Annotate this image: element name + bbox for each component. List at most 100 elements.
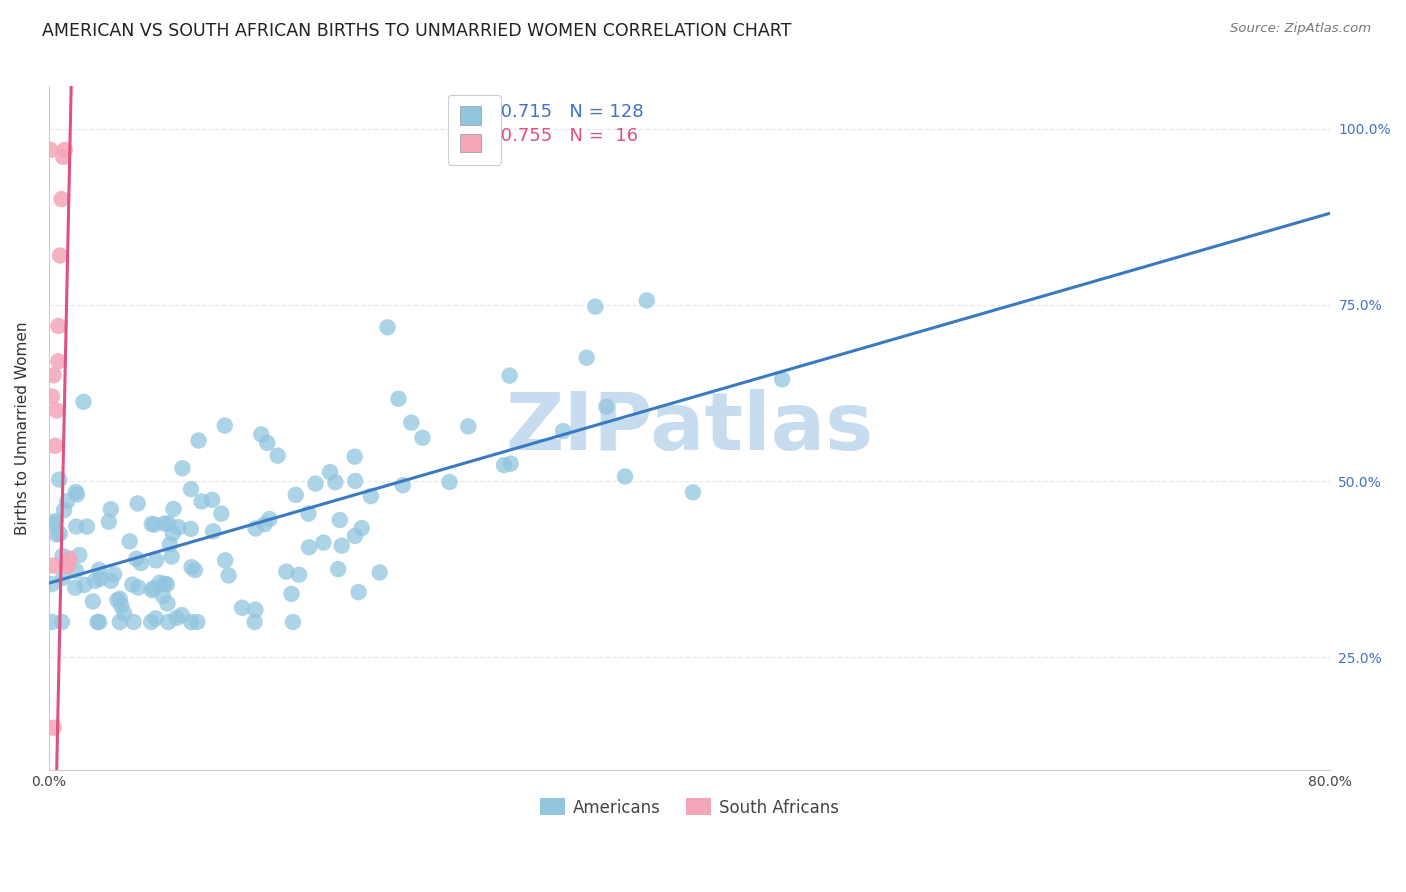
Point (186, 615, 208, 629)
Point (201, 492, 224, 507)
Point (280, 587, 302, 601)
Point (82, 594, 104, 608)
Text: AMERICAN VS SOUTH AFRICAN BIRTHS TO UNMARRIED WOMEN CORRELATION CHART: AMERICAN VS SOUTH AFRICAN BIRTHS TO UNMA… (42, 22, 792, 40)
Point (41, 615, 63, 629)
Point (347, 585, 370, 599)
Point (180, 482, 202, 496)
Point (344, 474, 367, 488)
Point (118, 534, 141, 549)
Point (127, 496, 149, 510)
Point (439, 475, 461, 489)
Point (41, 389, 63, 403)
Point (51, 192, 73, 206)
Point (281, 615, 304, 629)
Point (152, 589, 174, 603)
Point (103, 567, 125, 582)
Text: Source: ZipAtlas.com: Source: ZipAtlas.com (1230, 22, 1371, 36)
Point (412, 431, 434, 445)
Point (231, 600, 253, 615)
Point (614, 469, 637, 483)
Point (276, 565, 298, 579)
Point (636, 293, 658, 308)
Point (319, 465, 342, 479)
Point (67, 548, 90, 562)
Point (214, 418, 236, 433)
Point (63, 581, 86, 595)
Point (457, 419, 479, 434)
Point (329, 513, 352, 527)
Point (330, 539, 353, 553)
Point (83, 574, 105, 588)
Point (153, 516, 176, 531)
Point (682, 485, 704, 500)
Point (51, 615, 73, 629)
Point (387, 392, 409, 406)
Point (190, 494, 212, 508)
Point (157, 615, 180, 629)
Point (89, 572, 111, 586)
Point (141, 582, 163, 597)
Point (153, 577, 176, 591)
Point (187, 434, 209, 448)
Point (107, 593, 129, 607)
Point (284, 488, 307, 502)
Point (108, 615, 131, 629)
Point (499, 457, 522, 471)
Point (110, 599, 132, 613)
Point (245, 603, 267, 617)
Point (167, 520, 190, 534)
Point (595, 400, 617, 414)
Point (156, 577, 179, 591)
Point (253, 517, 276, 532)
Point (214, 553, 236, 567)
Point (45, 527, 67, 541)
Point (129, 556, 152, 570)
Text: R =  0.755   N =  16: R = 0.755 N = 16 (456, 127, 638, 145)
Legend: Americans, South Africans: Americans, South Africans (533, 792, 846, 823)
Point (159, 537, 181, 551)
Point (288, 567, 311, 582)
Point (65, 485, 87, 500)
Point (256, 436, 278, 450)
Point (377, 320, 399, 334)
Point (245, 521, 267, 535)
Point (149, 575, 172, 590)
Point (267, 449, 290, 463)
Point (343, 450, 366, 464)
Point (494, 458, 516, 472)
Point (243, 615, 266, 629)
Point (48, 473, 70, 487)
Point (97, 515, 120, 529)
Point (53, 143, 76, 157)
Point (575, 351, 598, 365)
Point (770, 372, 793, 386)
Point (121, 577, 143, 591)
Point (122, 615, 145, 629)
Point (145, 611, 167, 625)
Point (145, 553, 167, 567)
Point (42, 721, 65, 735)
Point (297, 507, 319, 521)
Point (142, 582, 165, 596)
Point (156, 596, 179, 610)
Point (49, 248, 72, 262)
Point (65, 564, 87, 578)
Point (100, 574, 122, 588)
Point (218, 568, 240, 582)
Point (162, 526, 184, 541)
Text: R =  0.715   N = 128: R = 0.715 N = 128 (456, 103, 644, 121)
Point (360, 489, 382, 503)
Point (52, 571, 75, 585)
Point (66, 487, 89, 501)
Point (209, 507, 232, 521)
Point (343, 529, 366, 543)
Point (298, 541, 321, 555)
Point (304, 476, 326, 491)
Point (52, 150, 75, 164)
Point (250, 427, 273, 442)
Point (180, 615, 202, 629)
Point (100, 502, 122, 516)
Point (259, 512, 281, 526)
Point (76, 519, 98, 533)
Point (72, 394, 94, 409)
